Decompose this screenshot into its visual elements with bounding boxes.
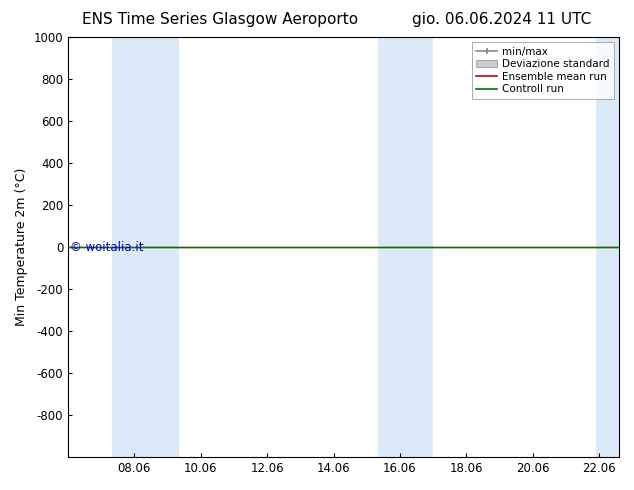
Text: ENS Time Series Glasgow Aeroporto: ENS Time Series Glasgow Aeroporto [82, 12, 359, 27]
Bar [596, 37, 619, 457]
Legend: min/max, Deviazione standard, Ensemble mean run, Controll run: min/max, Deviazione standard, Ensemble m… [472, 42, 614, 98]
Text: gio. 06.06.2024 11 UTC: gio. 06.06.2024 11 UTC [412, 12, 592, 27]
Y-axis label: Min Temperature 2m (°C): Min Temperature 2m (°C) [15, 168, 28, 326]
Text: © woitalia.it: © woitalia.it [70, 241, 143, 254]
Bar [378, 37, 433, 457]
Bar [112, 37, 179, 457]
